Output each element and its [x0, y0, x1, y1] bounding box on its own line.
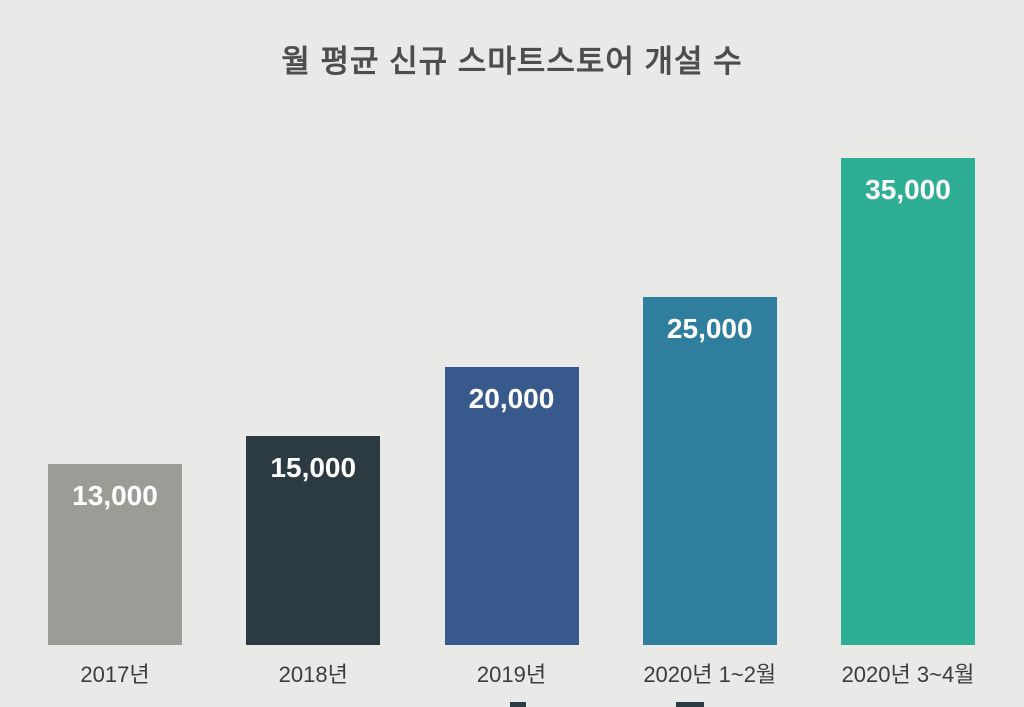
bar-group-2020-1-2: 25,000 2020년 1~2월	[642, 297, 777, 687]
bar-group-2020-3-4: 35,000 2020년 3~4월	[841, 158, 975, 687]
x-axis-label: 2020년 3~4월	[841, 662, 975, 687]
chart-title: 월 평균 신규 스마트스토어 개설 수	[281, 44, 743, 79]
x-axis-label: 2020년 1~2월	[643, 662, 777, 687]
bar-group-2017: 13,000 2017년	[48, 464, 182, 687]
x-axis-label: 2017년	[80, 662, 150, 687]
bar-2017: 13,000	[48, 464, 182, 645]
plot-area: 13,000 2017년 15,000 2018년 20,000 2019년 2…	[48, 158, 975, 687]
bar-value-label: 25,000	[666, 313, 753, 344]
cropped-bottom-artifact	[676, 702, 704, 707]
bar-2018: 15,000	[246, 436, 381, 645]
bar-2020-3-4: 35,000	[841, 158, 975, 645]
bar-value-label: 35,000	[865, 174, 951, 205]
x-axis-label: 2018년	[278, 662, 348, 687]
x-axis-label: 2019년	[476, 662, 547, 687]
bar-group-2018: 15,000 2018년	[246, 436, 381, 687]
bar-value-label: 13,000	[72, 480, 158, 511]
bar-2019: 20,000	[444, 367, 579, 645]
bar-2020-1-2: 25,000	[642, 297, 777, 645]
cropped-bottom-artifact	[510, 702, 526, 707]
bar-value-label: 15,000	[270, 452, 357, 483]
bar-value-label: 20,000	[468, 383, 555, 414]
bar-group-2019: 20,000 2019년	[444, 367, 579, 687]
